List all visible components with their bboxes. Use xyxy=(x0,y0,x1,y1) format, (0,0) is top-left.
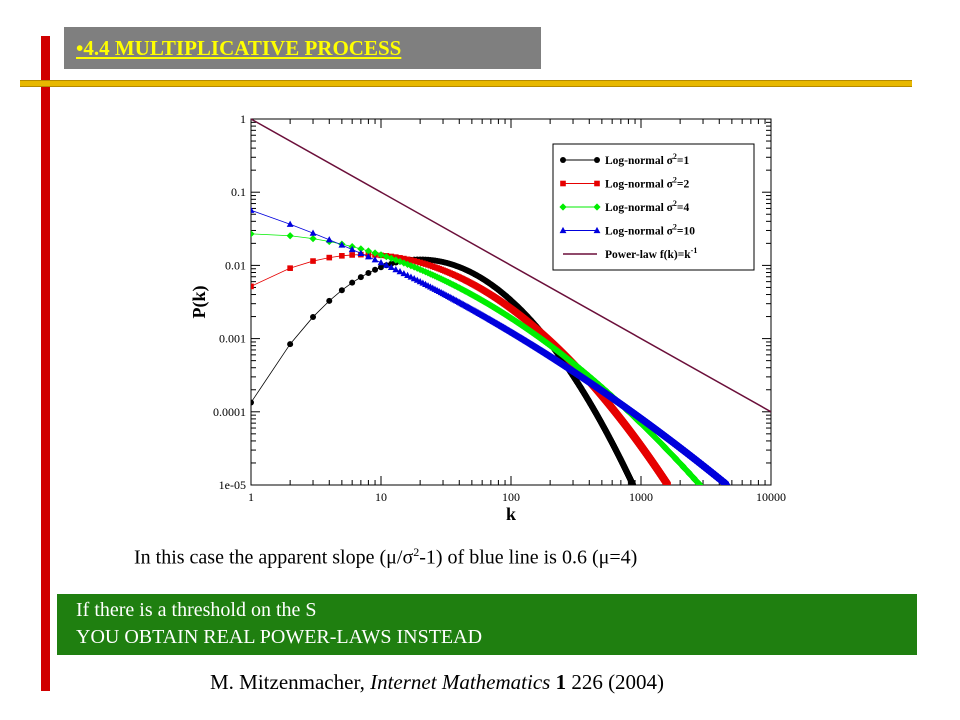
data-point xyxy=(339,253,345,259)
data-point xyxy=(338,287,345,294)
x-axis-label: k xyxy=(506,504,516,520)
data-point xyxy=(401,255,407,262)
x-tick-label: 10000 xyxy=(756,490,786,504)
accent-bar xyxy=(41,36,50,691)
title-box xyxy=(64,27,541,69)
data-point xyxy=(310,258,316,264)
y-tick-label: 0.01 xyxy=(225,258,246,272)
header-rule xyxy=(20,80,912,87)
data-point xyxy=(382,253,390,261)
y-tick-label: 0.001 xyxy=(219,332,246,346)
log-normal-chart: 1 10 100 1000 10000 1 0.1 0.01 0.001 0.0001 1e-05 k… xyxy=(189,112,786,520)
data-point xyxy=(357,245,365,253)
data-point xyxy=(377,251,385,259)
data-point xyxy=(349,252,355,258)
y-tick-label: 0.0001 xyxy=(213,405,246,419)
data-point xyxy=(630,481,637,485)
data-point xyxy=(287,341,294,348)
y-tick-label: 1e-05 xyxy=(219,478,246,492)
x-tick-label: 1 xyxy=(248,490,254,504)
y-tick-label: 0.1 xyxy=(231,185,246,199)
x-tick-label: 10 xyxy=(375,490,387,504)
data-point xyxy=(378,264,384,271)
data-point xyxy=(357,274,364,281)
data-point xyxy=(372,266,379,273)
slide-title: •4.4 MULTIPLICATIVE PROCESS xyxy=(76,36,402,60)
data-point xyxy=(665,482,671,485)
data-point xyxy=(388,260,395,267)
data-point xyxy=(371,249,379,257)
data-point xyxy=(414,258,421,265)
data-point xyxy=(349,279,356,286)
data-point xyxy=(365,269,372,276)
data-point xyxy=(326,297,333,304)
data-point xyxy=(404,256,411,263)
data-point xyxy=(251,283,254,290)
y-axis-label: P(k) xyxy=(189,286,210,319)
data-point xyxy=(310,313,317,320)
data-point xyxy=(397,255,403,261)
x-tick-label: 1000 xyxy=(629,490,653,504)
y-tick-label: 1 xyxy=(240,112,246,126)
data-point xyxy=(408,257,414,263)
data-point xyxy=(251,230,255,238)
data-point xyxy=(396,257,404,266)
data-point xyxy=(286,232,294,240)
data-point xyxy=(411,258,417,264)
data-point xyxy=(309,235,317,243)
data-point xyxy=(251,399,254,406)
x-tick-label: 100 xyxy=(502,490,520,504)
data-point xyxy=(287,265,293,271)
data-point xyxy=(326,254,333,261)
plot-area xyxy=(251,118,771,485)
